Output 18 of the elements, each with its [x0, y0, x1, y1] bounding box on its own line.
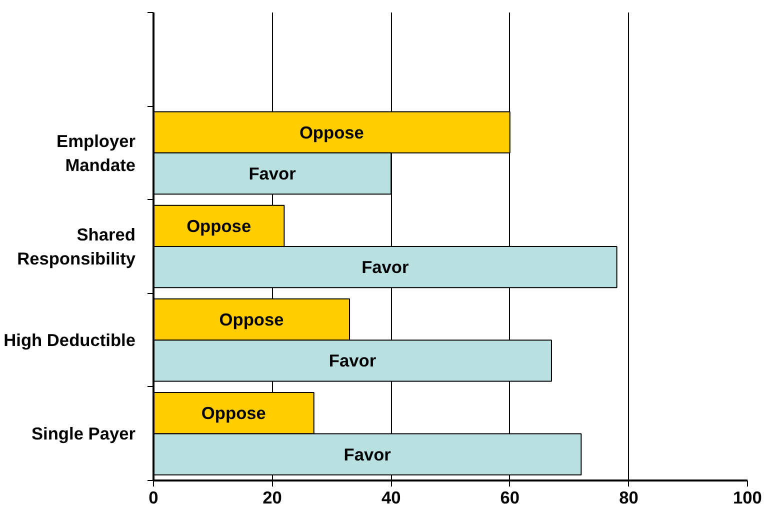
series-label: Favor [362, 257, 410, 278]
x-tick-label: 100 [733, 488, 762, 506]
text: Favor [248, 163, 296, 184]
text: Favor [344, 444, 391, 464]
text: Oppose [186, 216, 252, 236]
series-label: Oppose [201, 403, 266, 424]
y-tick-label: Shared Responsibility [17, 224, 136, 268]
x-tick-label: 60 [500, 488, 520, 506]
y-tick-label: Employer Mandate [56, 130, 136, 175]
x-tick-label: 20 [262, 488, 282, 506]
x-tick-label: 0 [148, 488, 158, 506]
x-tick-label: 80 [619, 488, 638, 506]
y-tick-label: Single Payer [31, 424, 136, 444]
text: Favor [328, 350, 376, 371]
y-tick-label: High Deductible [4, 330, 136, 350]
text: Oppose [299, 122, 364, 142]
text: Oppose [219, 310, 284, 330]
x-tick-label: 40 [381, 488, 401, 506]
